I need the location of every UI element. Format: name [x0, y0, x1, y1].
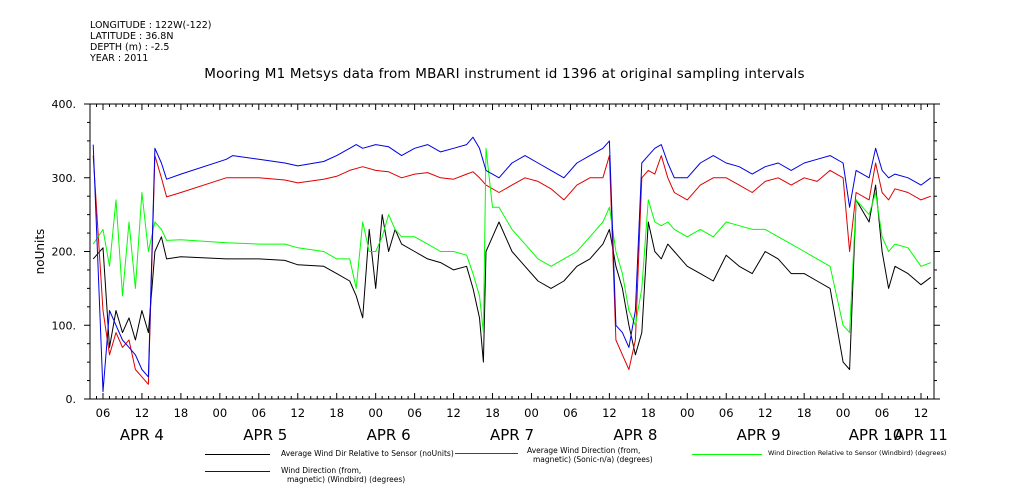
- x-hour-tick-label: 18: [174, 406, 189, 420]
- y-tick-label: 0.: [66, 393, 77, 406]
- y-tick-label: 200.: [52, 246, 77, 259]
- x-hour-tick-label: 06: [96, 406, 111, 420]
- series-line-red-series: [92, 155, 931, 385]
- y-tick-label: 400.: [52, 98, 77, 111]
- legend-label-red-1: Average Wind Direction (from,: [527, 446, 641, 455]
- x-hour-tick-label: 06: [563, 406, 578, 420]
- x-day-label: APR 7: [490, 426, 534, 444]
- x-hour-tick-label: 12: [135, 406, 150, 420]
- longitude-text: LONGITUDE : 122W(-122): [90, 20, 212, 31]
- x-hour-tick-label: 06: [719, 406, 734, 420]
- legend-swatch-blue: [205, 471, 270, 472]
- station-metadata: LONGITUDE : 122W(-122) LATITUDE : 36.8N …: [90, 20, 212, 64]
- x-hour-tick-label: 18: [485, 406, 500, 420]
- legend-label-red-2: magnetic) (Sonic-n/a) (degrees): [533, 455, 653, 464]
- chart-title: Mooring M1 Metsys data from MBARI instru…: [204, 66, 805, 82]
- series-line-black-series: [92, 184, 932, 370]
- x-hour-tick-label: 00: [680, 406, 695, 420]
- x-hour-tick-label: 12: [602, 406, 617, 420]
- legend-label-green: Wind Direction Relative to Sensor (Windb…: [768, 449, 947, 457]
- depth-text: DEPTH (m) : -2.5: [90, 42, 170, 53]
- x-day-label: APR 10: [849, 426, 903, 444]
- legend-swatch-red: [455, 453, 518, 454]
- legend-label-blue-2: magnetic) (Windbird) (degrees): [287, 475, 406, 484]
- x-day-label: APR 4: [120, 426, 164, 444]
- x-hour-tick-label: 00: [836, 406, 851, 420]
- y-tick-label: 300.: [52, 172, 77, 185]
- x-hour-tick-label: 12: [446, 406, 461, 420]
- x-day-label: APR 8: [613, 426, 657, 444]
- x-hour-tick-label: 00: [368, 406, 383, 420]
- x-hour-tick-label: 00: [524, 406, 539, 420]
- legend-label-black: Average Wind Dir Relative to Sensor (noU…: [281, 449, 454, 458]
- x-day-label: APR 9: [737, 426, 781, 444]
- x-day-label: APR 5: [243, 426, 287, 444]
- x-hour-tick-label: 06: [407, 406, 422, 420]
- x-hour-tick-label: 18: [797, 406, 812, 420]
- series-line-blue-series: [92, 136, 932, 393]
- legend-swatch-green: [692, 454, 762, 455]
- series-line-green-series: [92, 147, 931, 334]
- x-day-label: APR 6: [367, 426, 411, 444]
- x-hour-tick-label: 12: [758, 406, 773, 420]
- x-hour-tick-label: 12: [914, 406, 929, 420]
- latitude-text: LATITUDE : 36.8N: [90, 31, 174, 42]
- legend-label-blue-1: Wind Direction (from,: [281, 466, 362, 475]
- x-hour-tick-label: 06: [251, 406, 266, 420]
- x-hour-tick-label: 00: [213, 406, 228, 420]
- y-axis-label: noUnits: [33, 229, 47, 275]
- y-tick-label: 100.: [52, 319, 77, 332]
- x-hour-tick-label: 06: [875, 406, 890, 420]
- x-hour-tick-label: 12: [290, 406, 305, 420]
- x-hour-tick-label: 18: [329, 406, 344, 420]
- x-day-label: APR 11: [894, 426, 948, 444]
- legend-swatch-black: [205, 454, 270, 455]
- x-hour-tick-label: 18: [641, 406, 656, 420]
- year-text: YEAR : 2011: [90, 53, 149, 64]
